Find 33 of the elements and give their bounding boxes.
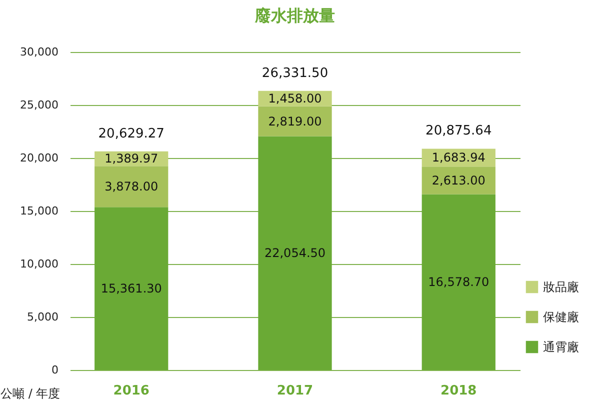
legend-label: 通霄廠	[543, 340, 579, 354]
text: 3,878.00	[104, 180, 158, 194]
bar	[94, 166, 168, 208]
y-tick-label: 25,000	[20, 98, 58, 112]
chart-title: 廢水排放量	[254, 6, 335, 25]
total-label: 20,875.64	[426, 124, 492, 139]
total-label: 20,629.27	[98, 126, 164, 142]
text: 2,613.00	[432, 173, 486, 188]
text: 1,683.94	[432, 150, 486, 165]
bar	[258, 136, 332, 370]
y-tick-label: 20,000	[20, 152, 58, 164]
x-tick-label: 2018	[440, 384, 477, 398]
x-tick-label: 2017	[276, 384, 314, 398]
bar	[422, 194, 496, 370]
text: 2,819.00	[268, 114, 322, 128]
y-axis-title: 公噸 / 年度	[0, 386, 60, 400]
bar	[422, 166, 496, 194]
text: 1,389.97	[104, 152, 158, 166]
total-label: 26,331.50	[262, 66, 328, 81]
text: 1,458.00	[268, 92, 322, 106]
text: 15,361.30	[100, 282, 162, 296]
y-tick-label: 30,000	[20, 46, 58, 58]
legend-label: 妝品廠	[543, 280, 579, 294]
text: 22,054.50	[264, 246, 326, 260]
text: 16,578.70	[428, 275, 490, 290]
y-tick-label: 0	[52, 364, 58, 376]
bar	[258, 106, 332, 136]
y-tick-label: 5,000	[27, 310, 58, 324]
bar	[94, 207, 168, 370]
legend-label: 保健廠	[543, 310, 579, 324]
y-tick-label: 15,000	[20, 204, 58, 218]
y-tick-label: 10,000	[20, 258, 58, 270]
x-tick-label: 2016	[113, 384, 150, 398]
